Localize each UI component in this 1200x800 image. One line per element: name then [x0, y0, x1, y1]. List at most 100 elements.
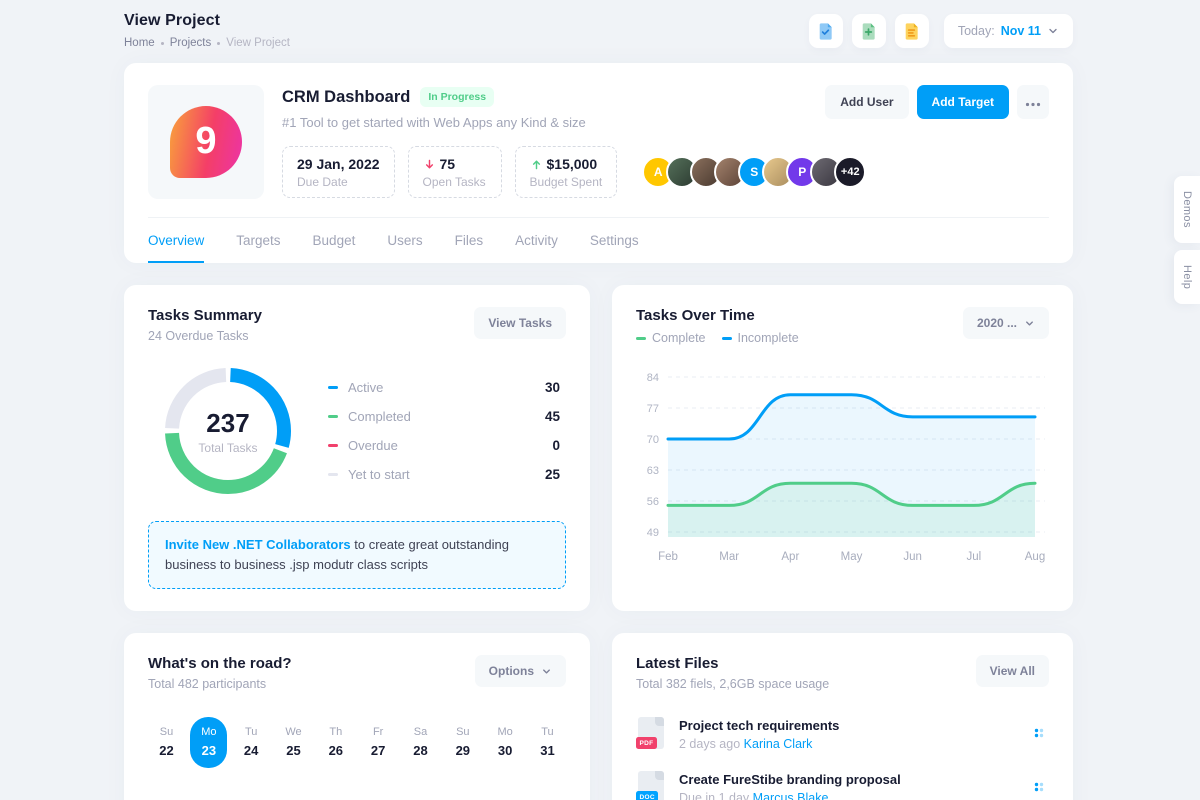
breadcrumb-projects[interactable]: Projects [169, 37, 212, 49]
file-lines-icon [906, 22, 919, 40]
member-avatars: A S P +42 [642, 156, 867, 188]
stat-value: $15,000 [546, 156, 598, 172]
breadcrumb-separator [160, 41, 164, 45]
card-subtitle: 24 Overdue Tasks [148, 329, 249, 343]
card-title: Tasks Summary [148, 307, 262, 324]
svg-text:49: 49 [647, 527, 659, 539]
today-label: Today: [957, 24, 995, 38]
help-drawer-tab[interactable]: Help [1174, 249, 1200, 305]
stat-label: Due Date [297, 175, 348, 189]
today-date-selector[interactable]: Today: Nov 11 [943, 14, 1073, 48]
svg-text:Jul: Jul [966, 551, 981, 563]
dots-menu-icon [1034, 782, 1044, 791]
file-menu-button[interactable] [1029, 723, 1049, 746]
legend-row-active: Active 30 [328, 373, 560, 402]
invite-collaborators-link[interactable]: Invite New .NET Collaborators [165, 537, 351, 552]
file-check-button[interactable] [808, 14, 843, 48]
calendar-day[interactable]: Su 22 [159, 726, 174, 759]
stat-label: Open Tasks [422, 175, 486, 189]
svg-text:84: 84 [647, 372, 659, 384]
legend-row-completed: Completed 45 [328, 402, 560, 431]
project-logo: 9 [148, 85, 264, 199]
tab-activity[interactable]: Activity [515, 233, 558, 248]
side-drawer-tabs: Demos Help [1174, 176, 1200, 305]
calendar-day[interactable]: Tu 24 [243, 726, 259, 759]
ellipsis-icon [1025, 102, 1041, 107]
calendar-day[interactable]: Mo 30 [497, 726, 513, 759]
view-all-button[interactable]: View All [975, 655, 1049, 688]
legend-dash [721, 336, 732, 340]
svg-text:56: 56 [647, 496, 659, 508]
view-tasks-button[interactable]: View Tasks [474, 307, 566, 339]
options-button[interactable]: Options [474, 655, 566, 688]
svg-text:May: May [841, 551, 863, 563]
legend-dash [328, 415, 338, 418]
tab-overview[interactable]: Overview [148, 218, 205, 263]
file-row: DOC Create FureStibe branding proposal D… [636, 761, 1049, 800]
svg-text:70: 70 [647, 434, 659, 446]
calendar-day[interactable]: Mo 23 [190, 717, 228, 769]
tasks-donut-chart: 237 Total Tasks [162, 365, 294, 497]
calendar-day[interactable]: Th 26 [328, 726, 344, 759]
page-title: View Project [124, 12, 221, 29]
tab-users[interactable]: Users [387, 233, 423, 248]
avatar-more-count[interactable]: +42 [834, 156, 867, 188]
stat-label: Budget Spent [529, 175, 603, 189]
legend-row-overdue: Overdue 0 [328, 431, 560, 460]
tab-files[interactable]: Files [454, 233, 484, 248]
breadcrumb-separator [217, 41, 221, 45]
demos-drawer-tab[interactable]: Demos [1174, 176, 1200, 243]
tasks-summary-card: Tasks Summary 24 Overdue Tasks View Task… [124, 285, 590, 612]
file-title[interactable]: Create FureStibe branding proposal [679, 771, 901, 787]
breadcrumb-current: View Project [226, 37, 290, 49]
project-description: #1 Tool to get started with Web Apps any… [282, 115, 586, 130]
tab-budget[interactable]: Budget [312, 233, 356, 248]
tab-targets[interactable]: Targets [236, 233, 281, 248]
file-menu-button[interactable] [1029, 777, 1049, 800]
card-subtitle: Total 482 participants [148, 677, 267, 692]
legend-row-yet-to-start: Yet to start 25 [328, 460, 560, 489]
arrow-down-icon [425, 159, 433, 168]
legend-dash [328, 386, 338, 389]
card-title: What's on the road? [148, 655, 292, 673]
card-title: Latest Files [636, 655, 719, 673]
dots-menu-icon [1034, 728, 1044, 737]
add-user-button[interactable]: Add User [825, 85, 909, 119]
svg-text:77: 77 [647, 403, 659, 415]
breadcrumb: Home Projects View Project [124, 37, 290, 49]
add-target-button[interactable]: Add Target [916, 85, 1009, 119]
latest-files-card: Latest Files Total 382 fiels, 2,6GB spac… [612, 633, 1073, 800]
file-owner-link[interactable]: Marcus Blake [752, 790, 829, 800]
chart-legend: Complete Incomplete [636, 331, 799, 345]
total-tasks-label: Total Tasks [198, 440, 258, 455]
more-options-button[interactable] [1017, 85, 1049, 119]
calendar-day[interactable]: Sa 28 [413, 726, 428, 759]
calendar-day[interactable]: Su 29 [455, 726, 471, 759]
stat-due-date: 29 Jan, 2022 Due Date [282, 146, 395, 198]
status-badge: In Progress [420, 87, 495, 107]
calendar-day[interactable]: We 25 [285, 726, 302, 759]
nine-logo-icon: 9 [170, 106, 242, 178]
calendar-strip: Su 22 Mo 23 Tu 24 We 25 Th 26 Fr 27 Sa 28 Su 29 … [148, 717, 566, 769]
file-plus-button[interactable] [851, 14, 886, 48]
svg-text:Mar: Mar [719, 551, 739, 563]
stat-value: 75 [439, 156, 456, 172]
tasks-over-time-chart: 84 77 70 63 56 49 Feb Mar Apr May Jun Jul Aug [636, 365, 1049, 572]
calendar-day[interactable]: Fr 27 [370, 726, 386, 759]
project-summary-card: Add User Add Target 9 CRM Dashboard In P… [124, 63, 1073, 263]
legend-dash [328, 473, 338, 476]
file-title[interactable]: Project tech requirements [679, 717, 840, 733]
breadcrumb-home[interactable]: Home [124, 37, 155, 49]
project-name: CRM Dashboard [282, 87, 411, 106]
card-subtitle: Total 382 fiels, 2,6GB space usage [636, 677, 830, 692]
file-owner-link[interactable]: Karina Clark [743, 736, 813, 751]
legend-dash [328, 444, 338, 447]
tab-settings[interactable]: Settings [589, 233, 639, 248]
file-lines-button[interactable] [894, 14, 929, 48]
doc-file-icon: DOC [636, 771, 666, 800]
svg-text:Apr: Apr [781, 551, 799, 563]
card-title: Tasks Over Time [636, 307, 755, 324]
year-range-selector[interactable]: 2020 ... [962, 307, 1049, 339]
calendar-day[interactable]: Tu 31 [540, 726, 555, 759]
